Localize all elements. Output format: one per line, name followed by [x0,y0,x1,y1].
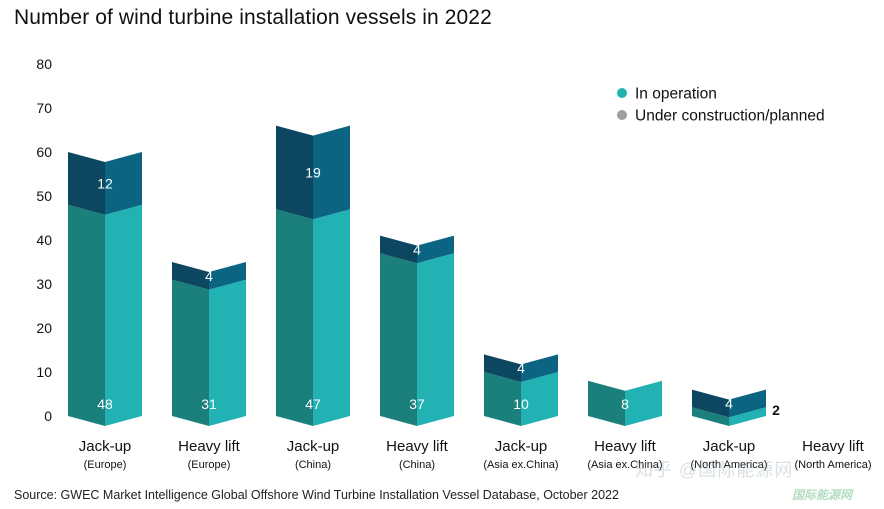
bar-in-operation-right [209,279,246,426]
bar-in-operation-left [68,204,105,426]
bar-planned-left [380,235,417,264]
bar-in-operation-right [105,204,142,426]
bar-in-operation-right [521,372,558,426]
value-label-in-operation: 10 [513,396,529,412]
category-sublabel: (China) [295,459,331,471]
bar-planned-right [105,152,142,215]
value-label-planned: 4 [205,268,213,284]
value-label-planned: 4 [725,395,733,411]
y-tick-label: 30 [36,276,52,292]
category-label: Heavy lift [802,438,865,455]
y-tick-label: 0 [44,408,52,424]
category-sublabel: (Asia ex.China) [587,459,662,471]
source-note: Source: GWEC Market Intelligence Global … [14,488,619,502]
category-sublabel: (Europe) [188,459,231,471]
bar-in-operation-right [729,407,766,426]
value-label-in-operation: 8 [621,396,629,412]
legend: In operation Under construction/planned [617,86,825,125]
y-tick-label: 60 [36,144,52,160]
bar-planned-left [276,125,313,220]
y-tick-label: 10 [36,364,52,380]
category-label: Heavy lift [386,438,449,455]
legend-swatch [617,88,627,98]
category-label: Jack-up [287,438,340,455]
category-label: Heavy lift [594,438,657,455]
bar-planned-right [521,354,558,382]
y-tick-label: 50 [36,188,52,204]
chart-title: Number of wind turbine installation vess… [14,6,492,29]
bar-in-operation-left [484,372,521,426]
y-tick-label: 80 [36,56,52,72]
value-label-planned: 12 [97,175,113,191]
category-sublabel: (North America) [794,459,871,471]
bar-planned-right [209,262,246,290]
value-label-planned: 19 [305,164,321,180]
category-label: Jack-up [79,438,132,455]
bar-in-operation-left [588,380,625,426]
category-label: Heavy lift [178,438,241,455]
bar-in-operation-left [692,407,729,426]
value-label-planned: 4 [517,360,525,376]
bar-in-operation-left [276,209,313,426]
category-sublabel: (North America) [690,459,767,471]
legend-label: Under construction/planned [635,108,825,125]
bar-planned-right [313,125,350,220]
x-axis: Jack-up (Europe) Heavy lift (Europe) Jack-up… [79,438,872,471]
bar-in-operation-left [380,253,417,426]
y-tick-label: 40 [36,232,52,248]
bar-in-operation-right [313,209,350,426]
category-label: Jack-up [703,438,756,455]
legend-label: In operation [635,86,717,103]
value-label-in-operation: 47 [305,396,321,412]
bar-in-operation-left [172,279,209,426]
bar-in-operation-right [625,380,662,426]
category-label: Jack-up [495,438,548,455]
bar-planned-right [417,235,454,264]
watermark: 知乎 @国际能源网 [635,460,794,480]
value-label-in-operation: 48 [97,396,113,412]
bar-planned-left [484,354,521,382]
bar-planned-left [68,152,105,215]
watermark-logo: 国际能源网 [792,488,853,502]
y-tick-label: 20 [36,320,52,336]
legend-swatch [617,110,627,120]
category-sublabel: (Asia ex.China) [483,459,558,471]
value-label-in-operation: 37 [409,396,425,412]
y-tick-label: 70 [36,100,52,116]
bar-planned-right [729,389,766,418]
category-sublabel: (China) [399,459,435,471]
bar-planned-left [172,262,209,290]
value-label-in-operation: 31 [201,396,217,412]
value-label-in-operation: 2 [772,402,780,418]
bar-planned-left [692,389,729,418]
y-axis: 0 10 20 30 40 50 60 70 80 [36,56,52,424]
bar-in-operation-right [417,253,454,426]
category-sublabel: (Europe) [84,459,127,471]
value-label-planned: 4 [413,241,421,257]
